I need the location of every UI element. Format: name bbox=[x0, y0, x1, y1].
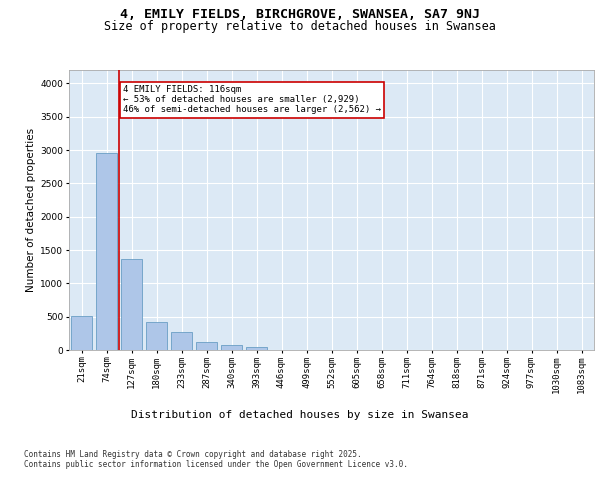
Text: Distribution of detached houses by size in Swansea: Distribution of detached houses by size … bbox=[131, 410, 469, 420]
Text: Size of property relative to detached houses in Swansea: Size of property relative to detached ho… bbox=[104, 20, 496, 33]
Bar bbox=[196, 342, 217, 350]
Text: 4 EMILY FIELDS: 116sqm
← 53% of detached houses are smaller (2,929)
46% of semi-: 4 EMILY FIELDS: 116sqm ← 53% of detached… bbox=[123, 84, 381, 114]
Bar bbox=[246, 346, 267, 350]
Bar bbox=[221, 344, 242, 350]
Bar bbox=[146, 322, 167, 350]
Text: Contains HM Land Registry data © Crown copyright and database right 2025.
Contai: Contains HM Land Registry data © Crown c… bbox=[24, 450, 408, 469]
Text: 4, EMILY FIELDS, BIRCHGROVE, SWANSEA, SA7 9NJ: 4, EMILY FIELDS, BIRCHGROVE, SWANSEA, SA… bbox=[120, 8, 480, 20]
Bar bbox=[121, 260, 142, 350]
Y-axis label: Number of detached properties: Number of detached properties bbox=[26, 128, 36, 292]
Bar bbox=[71, 316, 92, 350]
Bar bbox=[171, 332, 192, 350]
Bar bbox=[96, 152, 117, 350]
